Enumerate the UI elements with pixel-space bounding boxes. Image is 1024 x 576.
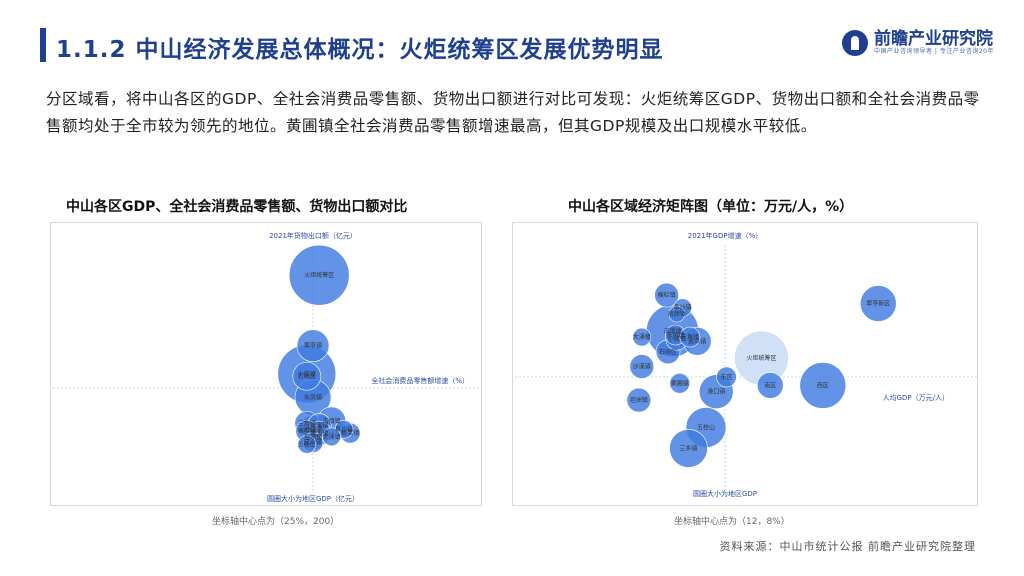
- bubble-东区: [716, 366, 737, 388]
- bubble-label-石岐区: 石岐区: [659, 348, 677, 356]
- bubble-label-坦洲镇: 坦洲镇: [304, 433, 322, 441]
- bubble-label-古镇镇: 古镇镇: [663, 327, 681, 335]
- source-note: 资料来源：中山市统计公报 前瞻产业研究院整理: [719, 540, 976, 553]
- bubble-label-坦洲镇: 坦洲镇: [630, 396, 648, 404]
- chart-title-left: 中山各区GDP、全社会消费品零售额、货物出口额对比: [66, 199, 408, 215]
- bubble-label-大涌镇: 大涌镇: [323, 433, 341, 441]
- brand-logo: 前瞻产业研究院 中国产业咨询领导者 | 专注产业咨询20年: [842, 30, 994, 56]
- bubble-南区: [756, 372, 784, 399]
- bubble-label-三角镇: 三角镇: [681, 333, 699, 341]
- bubble-label-小榄镇: 小榄镇: [668, 335, 686, 343]
- bubble-黄圃镇: [669, 373, 691, 394]
- x-axis-title: 全社会消费品零售额增速（%）: [371, 376, 469, 385]
- bubble-五桂山: [297, 435, 317, 454]
- logo-subtitle: 中国产业咨询领导者 | 专注产业咨询20年: [874, 48, 994, 55]
- bubble-label-五桂山: 五桂山: [697, 423, 715, 431]
- bubble-label-民众镇: 民众镇: [304, 439, 322, 447]
- chart-note-left: 坐标轴中心点为（25%，200）: [212, 517, 340, 527]
- logo-icon: [842, 30, 869, 56]
- bubble-chart-left-svg: 火炬统筹区黄圃镇翠亨镇小榄镇石岐区东凤镇三角镇横栏镇港口镇沙溪镇坦洲镇南头镇古镇…: [53, 231, 481, 503]
- bubble-size-legend: 圆圈大小为地区GDP: [693, 489, 757, 498]
- bubble-大涌镇: [632, 327, 652, 347]
- bubble-chart-left: 火炬统筹区黄圃镇翠亨镇小榄镇石岐区东凤镇三角镇横栏镇港口镇沙溪镇坦洲镇南头镇古镇…: [50, 222, 482, 506]
- chart-title-right: 中山各区域经济矩阵图（单位：万元/人，%）: [568, 199, 854, 215]
- bubble-label-石岐区: 石岐区: [298, 372, 316, 380]
- bubble-大涌镇: [322, 427, 341, 447]
- bubble-label-民众镇: 民众镇: [688, 337, 706, 345]
- bubble-石岐区: [292, 361, 322, 391]
- bubble-label-南头镇: 南头镇: [310, 429, 328, 437]
- bubble-label-南朗镇: 南朗镇: [668, 310, 686, 318]
- bubble-三乡镇: [669, 429, 708, 468]
- bubble-label-黄圃镇: 黄圃镇: [671, 379, 689, 387]
- bubble-label-小榄镇: 小榄镇: [298, 370, 316, 378]
- x-axis-title: 人均GDP（万元/人）: [883, 393, 949, 402]
- bubble-label-沙溪镇: 沙溪镇: [633, 363, 651, 371]
- bubble-label-三角镇: 三角镇: [298, 419, 316, 427]
- bubble-坦洲镇: [626, 387, 652, 413]
- bubble-label-五桂山: 五桂山: [298, 440, 316, 448]
- bubble-label-东凤镇: 东凤镇: [666, 331, 684, 339]
- bubble-label-东凤镇: 东凤镇: [304, 393, 322, 401]
- bubble-size-legend: 圆圈大小为地区GDP（亿元）: [267, 494, 359, 503]
- bubble-横栏镇: [654, 282, 679, 308]
- bubble-label-东区: 东区: [720, 373, 732, 381]
- bubble-label-横栏镇: 横栏镇: [298, 427, 316, 435]
- bubble-label-阜沙镇: 阜沙镇: [335, 425, 353, 433]
- page-title: 1.1.2 中山经济发展总体概况：火炬统筹区发展优势明显: [56, 37, 664, 63]
- logo-name: 前瞻产业研究院: [874, 29, 994, 49]
- bubble-翠亨镇: [296, 329, 330, 362]
- bubble-西区: [799, 362, 847, 409]
- bubble-label-火炬统筹区: 火炬统筹区: [304, 271, 334, 279]
- bubble-label-西区: 西区: [817, 382, 829, 389]
- bubble-沙溪镇: [629, 354, 655, 379]
- bubble-label-板芙镇: 板芙镇: [341, 429, 359, 437]
- y-axis-title: 2021年GDP增速（%）: [688, 231, 763, 240]
- bubble-chart-right: 翠亨新区 横栏镇阜沙镇 南朗镇古镇镇 东凤镇 大涌镇 小榄镇 三角镇 民众镇石岐区火炬统筹区沙…: [512, 222, 978, 506]
- bubble-label-港口镇: 港口镇: [304, 425, 322, 433]
- bubble-label-横栏镇: 横栏镇: [658, 291, 676, 299]
- bubble-label-火炬统筹区: 火炬统筹区: [746, 354, 776, 362]
- title-accent-bar: [40, 28, 46, 62]
- bubble-火炬统筹区: [288, 244, 350, 306]
- bubble-label-翠亨镇: 翠亨镇: [304, 342, 322, 350]
- chart-note-right: 坐标轴中心点为（12，8%）: [674, 517, 790, 527]
- bubble-label-大涌镇: 大涌镇: [633, 333, 651, 341]
- bubble-label-沙溪镇: 沙溪镇: [310, 422, 328, 430]
- bubble-三角镇: [679, 326, 701, 348]
- bubble-label-古镇镇: 古镇镇: [323, 417, 341, 425]
- y-axis-title: 2021年货物出口额（亿元）: [269, 231, 357, 240]
- intro-paragraph: 分区域看，将中山各区的GDP、全社会消费品零售额、货物出口额进行对比可发现：火炬…: [46, 90, 980, 135]
- bubble-翠亨新区: [859, 285, 897, 322]
- bubble-label-翠亨新区: 翠亨新区: [866, 300, 890, 308]
- bubble-label-阜沙镇: 阜沙镇: [674, 304, 692, 312]
- bubble-label-港口镇: 港口镇: [707, 388, 725, 396]
- bubble-南朗镇: [668, 305, 686, 323]
- bubble-label-三乡镇: 三乡镇: [679, 444, 697, 452]
- bubble-label-南区: 南区: [764, 381, 776, 389]
